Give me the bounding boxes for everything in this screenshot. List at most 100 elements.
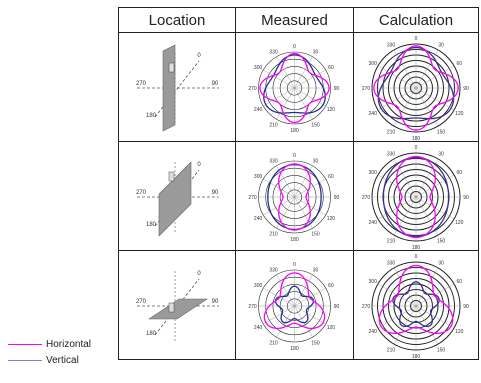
- angle-tick-label: 150: [437, 347, 446, 353]
- calculation-polar-plot: 0 30 60 90 120 150 180 210 240 270 300 330: [362, 36, 469, 141]
- vertical-series-line: [267, 163, 322, 231]
- grid-spoke: [294, 56, 313, 89]
- grid-spoke: [294, 178, 326, 198]
- angle-tick-label: 30: [438, 152, 444, 158]
- header-location: Location: [118, 7, 236, 33]
- grid-spoke: [415, 174, 455, 198]
- grid-spoke: [415, 305, 439, 345]
- angle-label-0: 0: [197, 162, 201, 168]
- device-marker: [168, 171, 175, 182]
- grid-spoke: [263, 305, 295, 325]
- angle-tick-label: 60: [328, 283, 334, 289]
- grid-spoke: [263, 69, 295, 89]
- vertical-series-line: [382, 156, 450, 238]
- angle-tick-label: 210: [269, 122, 278, 128]
- plate-shape: [162, 44, 176, 132]
- grid-spoke: [294, 305, 326, 325]
- grid-spoke: [415, 158, 439, 198]
- table-row: 0 270 90 180 0 30 60 90 120 150 180 210 240 270 300 33…: [118, 250, 479, 360]
- calculation-polar-plot: 0 30 60 90 120 150 180 210 240 270 300 330: [362, 254, 469, 359]
- grid-spoke: [415, 196, 439, 236]
- grid-spoke: [294, 87, 313, 120]
- angle-tick-label: 240: [254, 107, 263, 113]
- measured-cell: 0 30 60 90 120 150 180 210 240 270 300 330: [235, 141, 354, 251]
- angle-tick-label: 120: [327, 325, 336, 331]
- calculation-polar-plot: 0 30 60 90 120 150 180 210 240 270 300 330: [362, 145, 469, 250]
- angle-tick-label: 150: [437, 129, 446, 135]
- calculation-cell: 0 30 60 90 120 150 180 210 240 270 300 330: [353, 250, 479, 360]
- angle-tick-label: 240: [369, 220, 378, 226]
- angle-tick-label: 30: [438, 43, 444, 49]
- angle-tick-label: 270: [248, 304, 257, 310]
- angle-label-270: 270: [136, 299, 147, 305]
- comparison-table: Location Measured Calculation 0 270 90 180 …: [118, 7, 479, 360]
- header-calculation: Calculation: [353, 7, 479, 33]
- grid-spoke: [294, 274, 313, 307]
- grid-spoke: [393, 196, 417, 236]
- location-cell: 0 270 90 180: [118, 32, 236, 142]
- angle-tick-label: 180: [412, 245, 421, 250]
- location-diagram: 0 270 90 180: [136, 271, 219, 343]
- angle-tick-label: 300: [254, 174, 263, 180]
- angle-tick-label: 120: [327, 107, 336, 113]
- device-marker: [168, 62, 175, 73]
- grid-spoke: [294, 196, 313, 229]
- angle-tick-label: 210: [387, 238, 396, 244]
- angle-tick-label: 60: [328, 65, 334, 71]
- grid-spoke: [393, 158, 417, 198]
- location-cell: 0 270 90 180: [118, 141, 236, 251]
- grid-spoke: [294, 165, 313, 198]
- angle-tick-label: 240: [369, 111, 378, 117]
- legend-item-vertical: Vertical: [8, 352, 91, 368]
- grid-spoke: [415, 65, 455, 89]
- angle-tick-label: 210: [387, 347, 396, 353]
- measured-polar-plot: 0 30 60 90 120 150 180 210 240 270 300 330: [248, 44, 339, 134]
- grid-spoke: [276, 305, 295, 338]
- angle-tick-label: 120: [455, 111, 464, 117]
- grid-spoke: [415, 196, 455, 220]
- grid-spoke: [377, 196, 417, 220]
- grid-spoke: [393, 49, 417, 89]
- location-cell: 0 270 90 180: [118, 250, 236, 360]
- vertical-series-line: [274, 285, 315, 324]
- angle-tick-label: 300: [369, 279, 378, 285]
- angle-tick-label: 330: [269, 268, 278, 274]
- angle-tick-label: 210: [387, 129, 396, 135]
- angle-tick-label: 90: [334, 304, 340, 310]
- measured-polar-plot: 0 30 60 90 120 150 180 210 240 270 300 330: [248, 153, 340, 243]
- angle-tick-label: 90: [334, 195, 340, 201]
- angle-tick-label: 330: [387, 43, 396, 49]
- horizontal-series-line: [396, 155, 436, 239]
- angle-tick-label: 240: [254, 325, 263, 331]
- angle-tick-label: 120: [455, 220, 464, 226]
- angle-tick-label: 330: [269, 159, 278, 165]
- angle-tick-label: 60: [457, 279, 463, 285]
- grid-spoke: [294, 87, 326, 107]
- depth-axis: [154, 60, 200, 118]
- angle-tick-label: 30: [313, 159, 319, 165]
- angle-tick-label: 180: [412, 136, 421, 141]
- angle-tick-label: 0: [293, 153, 296, 159]
- angle-tick-label: 60: [457, 170, 463, 176]
- angle-tick-label: 270: [362, 86, 371, 92]
- grid-spoke: [276, 56, 295, 89]
- location-diagram: 0 270 90 180: [136, 44, 219, 132]
- angle-label-0: 0: [197, 271, 201, 277]
- angle-tick-label: 60: [457, 61, 463, 67]
- angle-tick-label: 270: [248, 195, 257, 201]
- grid-spoke: [276, 165, 295, 198]
- angle-tick-label: 150: [311, 122, 320, 128]
- angle-tick-label: 0: [415, 145, 418, 151]
- angle-tick-label: 180: [290, 237, 299, 243]
- grid-spoke: [276, 274, 295, 307]
- angle-tick-label: 270: [248, 86, 257, 92]
- angle-label-90: 90: [212, 81, 219, 87]
- angle-tick-label: 120: [327, 216, 336, 222]
- measured-cell: 0 30 60 90 120 150 180 210 240 270 300 330: [235, 32, 354, 142]
- angle-label-90: 90: [212, 190, 219, 196]
- angle-tick-label: 210: [269, 340, 278, 346]
- legend: Horizontal Vertical: [8, 336, 91, 368]
- angle-tick-label: 300: [369, 61, 378, 67]
- angle-tick-label: 0: [415, 36, 418, 42]
- angle-label-180: 180: [146, 113, 157, 119]
